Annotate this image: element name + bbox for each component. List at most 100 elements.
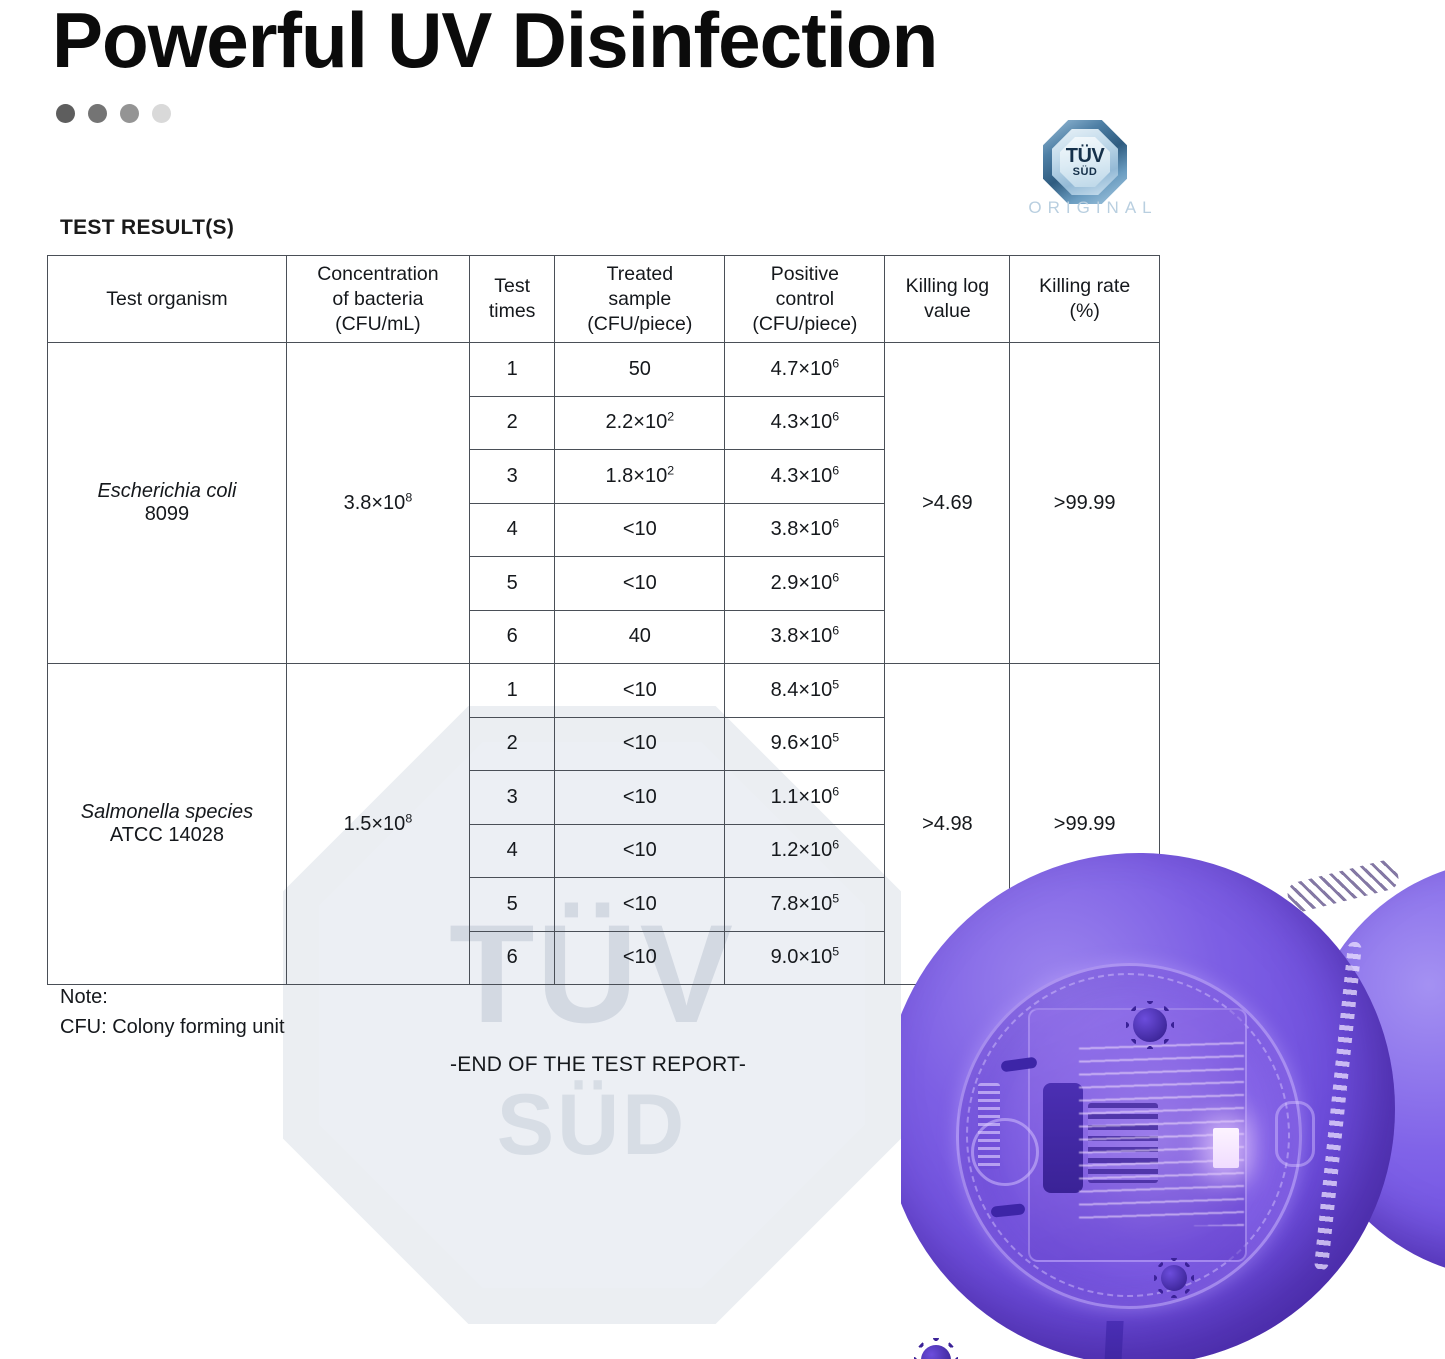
cell-positive-control: 9.0×105 [724,930,886,985]
col-header-treated-sample: Treated sample (CFU/piece) [554,255,726,343]
dot-2 [88,104,107,123]
cell-test-time: 2 [468,395,556,450]
col-header-line: (CFU/piece) [752,312,858,335]
cell-test-time: 3 [468,770,556,825]
col-header-line: Test [494,275,530,297]
cell-positive-control: 8.4×105 [724,663,886,718]
col-header-line: Test organism [106,287,228,310]
progress-dots [56,104,171,123]
col-header-line: Killing rate [1039,275,1131,297]
cell-concentration: 3.8×108 [285,342,470,664]
badge-tuv-text: TÜV [1065,144,1105,167]
tuv-sud-badge-icon: TÜV SÜD [1043,120,1127,204]
cell-positive-control: 9.6×105 [724,716,886,771]
col-header-killing-rate: Killing rate (%) [1009,255,1160,343]
cell-test-organism: Salmonella species ATCC 14028 [47,663,287,985]
col-header-line: of bacteria [332,287,424,310]
cell-treated-sample: 1.8×102 [554,449,726,504]
note-block: Note: CFU: Colony forming unit [60,982,285,1042]
col-header-positive-control: Positive control (CFU/piece) [724,255,886,343]
robot-stem [1103,1321,1124,1359]
virus-particle-icon [1126,1001,1174,1049]
col-header-line: (%) [1069,300,1100,322]
cell-test-time: 6 [468,930,556,985]
cell-test-time: 4 [468,502,556,557]
col-header-line: (CFU/mL) [335,312,421,335]
test-results-heading: TEST RESULT(S) [60,216,235,239]
col-header-killing-log-value: Killing log value [884,255,1011,343]
cell-treated-sample: 50 [554,342,726,397]
cell-treated-sample: 40 [554,609,726,664]
cell-test-time: 4 [468,823,556,878]
table-header: Test organism Concentration of bacteria … [47,255,1160,343]
cell-treated-sample: <10 [554,930,726,985]
organism-species: Salmonella species [80,801,254,823]
cell-killing-log-value: >4.69 [884,342,1011,664]
col-header-line: value [924,300,971,322]
col-header-line: Killing log [905,275,990,297]
badge-core-octagon: TÜV SÜD [1060,137,1110,187]
cell-positive-control: 3.8×106 [724,502,886,557]
motor-block [1043,1083,1083,1193]
col-header-line: sample [608,287,672,310]
table-row: Salmonella species ATCC 14028 1.5×108 1 <10 8… [47,663,1160,985]
col-header-test-organism: Test organism [47,255,287,343]
table-row: 5 <10 2.9×106 [48,556,1160,611]
wheel-outline [971,1118,1039,1186]
cell-test-time: 6 [468,609,556,664]
col-header-line: (CFU/piece) [587,312,693,335]
cell-treated-sample: <10 [554,663,726,718]
cell-test-time: 1 [468,342,556,397]
cell-test-organism: Escherichia coli 8099 [47,342,287,664]
cell-test-time: 3 [468,449,556,504]
table-header-row: Test organism Concentration of bacteria … [47,255,1160,343]
organism-species: Escherichia coli [97,480,237,502]
cell-treated-sample: <10 [554,716,726,771]
badge-sud-text: SÜD [1072,165,1098,178]
col-header-concentration: Concentration of bacteria (CFU/mL) [285,255,470,343]
uv-lamp-panel [1213,1128,1239,1168]
col-header-line: Treated [606,262,674,285]
dot-3 [120,104,139,123]
cell-positive-control: 7.8×105 [724,877,886,932]
cell-treated-sample: <10 [554,556,726,611]
col-header-line: Concentration [317,262,439,285]
organism-strain: ATCC 14028 [109,824,224,846]
cell-treated-sample: <10 [554,770,726,825]
table-row: Escherichia coli 8099 3.8×108 1 50 4.7×106 >4.… [47,342,1160,664]
dot-1 [56,104,75,123]
original-caption: ORIGINAL [1028,198,1158,217]
virus-particle-icon [1154,1258,1194,1298]
col-header-line: control [775,287,835,310]
cell-test-time: 2 [468,716,556,771]
cell-positive-control: 2.9×106 [724,556,886,611]
organism-strain: 8099 [144,503,190,525]
cell-positive-control: 1.2×106 [724,823,886,878]
cell-positive-control: 4.7×106 [724,342,886,397]
watermark-sud-text: SÜD [496,1077,688,1173]
col-header-line: Positive [770,262,840,285]
cell-test-time: 5 [468,877,556,932]
side-port [1275,1101,1315,1167]
col-header-test-times: Test times [468,255,556,343]
cell-positive-control: 4.3×106 [724,449,886,504]
note-text: CFU: Colony forming unit [60,1016,285,1038]
cell-treated-sample: <10 [554,877,726,932]
cell-treated-sample: <10 [554,502,726,557]
cell-killing-rate: >99.99 [1009,342,1160,664]
cell-treated-sample: <10 [554,823,726,878]
col-header-line: times [488,300,536,322]
cell-treated-sample: 2.2×102 [554,395,726,450]
product-photo-uv-robot [901,831,1445,1359]
robot-main-body [901,853,1395,1359]
page-title: Powerful UV Disinfection [52,0,938,84]
cell-positive-control: 3.8×106 [724,609,886,664]
cell-positive-control: 1.1×106 [724,770,886,825]
cell-positive-control: 4.3×106 [724,395,886,450]
table-row: 6 40 3.8×106 [48,609,1160,664]
table-row: 4 <10 3.8×106 [48,502,1160,557]
cell-concentration: 1.5×108 [285,663,470,985]
virus-particle-icon [914,1338,958,1359]
note-label: Note: [60,986,108,1008]
cell-test-time: 5 [468,556,556,611]
